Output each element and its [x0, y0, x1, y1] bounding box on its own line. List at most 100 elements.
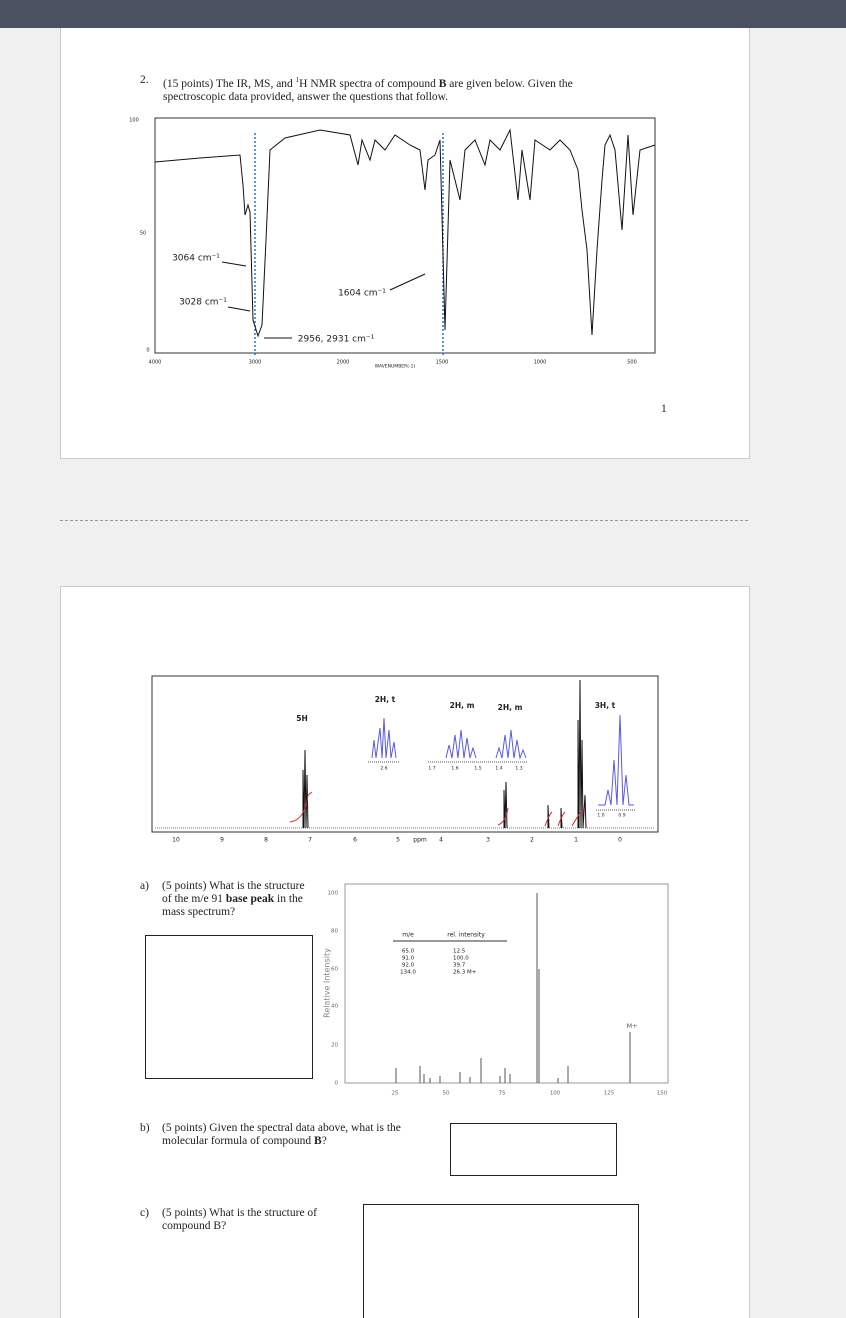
x-tick-label: 2 [530, 837, 534, 844]
text: in the mass spectrum? [162, 893, 303, 918]
table-cell: 134.0 [400, 970, 416, 976]
text: (5 points) What is the structure of the … [162, 880, 305, 905]
x-tick-label: 150 [657, 1091, 668, 1097]
inset-tick-label: 1.5 [474, 766, 481, 772]
nmr-frame [151, 675, 659, 833]
question-text: (5 points) What is the structure of the … [162, 880, 312, 919]
x-tick-label: 100 [550, 1091, 561, 1097]
x-tick-label: 6 [353, 837, 357, 844]
x-tick-label: 8 [264, 837, 268, 844]
x-tick-label: 4 [439, 837, 443, 844]
x-tick-label: 3 [486, 837, 490, 844]
question-label: c) [140, 1207, 149, 1219]
x-tick-label: 7 [308, 837, 312, 844]
peak-label: 5H [296, 714, 308, 723]
x-tick-label: 1 [574, 837, 578, 844]
inset-tick-label: 0.9 [618, 813, 625, 819]
ir-curve [154, 128, 656, 338]
y-tick-label: 60 [331, 967, 338, 973]
annotation: 3028 cm⁻¹ [179, 298, 227, 308]
question-number: 2. [140, 74, 149, 86]
nmr-inset [445, 729, 527, 760]
ms-peaks [395, 893, 631, 1083]
question-text: (5 points) Given the spectral data above… [162, 1122, 437, 1148]
x-tick-label: 4000 [149, 360, 162, 366]
question-label: b) [140, 1122, 150, 1134]
x-tick-label: 9 [220, 837, 224, 844]
x-tick-label: 2000 [337, 360, 350, 366]
inset-tick-label: 1.0 [597, 813, 604, 819]
x-tick-label: 5 [396, 837, 400, 844]
nmr-inset [598, 714, 634, 806]
peak-label: M+ [626, 1022, 637, 1030]
annotation: 2956, 2931 cm⁻¹ [298, 335, 375, 345]
bold-text: B [438, 77, 447, 90]
annotation: 1604 cm⁻¹ [338, 289, 386, 299]
x-tick-label: 0 [618, 837, 622, 844]
x-tick-label: 50 [443, 1091, 450, 1097]
peak-label: 3H, t [595, 701, 616, 710]
inset-tick-label: 1.3 [515, 766, 522, 772]
leader-line [227, 306, 251, 312]
question-label: a) [140, 880, 149, 892]
nmr-peaks [302, 679, 587, 829]
text: H NMR spectra of compound [299, 77, 439, 90]
y-tick-label: 20 [331, 1043, 338, 1049]
answer-box[interactable] [145, 935, 313, 1079]
table-cell: 100.0 [453, 956, 469, 962]
table-cell: 39.7 [453, 963, 466, 969]
page-number: 1 [661, 403, 667, 415]
superscript: 1 [295, 76, 300, 84]
text: ? [321, 1135, 327, 1147]
integration [289, 791, 585, 827]
table-cell: 92.0 [402, 963, 415, 969]
inset-tick-label: 2.6 [380, 766, 387, 772]
table-cell: 12.5 [453, 949, 466, 955]
text: (5 points) Given the spectral data above… [162, 1122, 401, 1147]
page-break [60, 520, 748, 521]
y-tick-label: 100 [129, 118, 139, 124]
ms-frame [344, 883, 669, 1084]
top-bar [0, 0, 846, 28]
y-tick-label: 100 [328, 891, 339, 897]
inset-tick-label: 1.4 [495, 766, 502, 772]
annotation: 3064 cm⁻¹ [172, 254, 220, 264]
peak-label: 2H, m [498, 703, 523, 712]
x-tick-label: ppm [413, 837, 427, 844]
y-tick-label: 40 [331, 1004, 338, 1010]
peak-label: 2H, m [450, 701, 475, 710]
y-tick-label: 50 [140, 231, 146, 237]
text: are given below. Given the spectroscopic… [163, 77, 573, 103]
inset-tick-label: 1.6 [451, 766, 458, 772]
table-cell: 26.3 M+ [453, 970, 477, 976]
x-tick-label: 125 [604, 1091, 615, 1097]
table-header: rel. intensity [447, 932, 485, 939]
leader-line [221, 261, 247, 267]
y-tick-label: 80 [331, 929, 338, 935]
y-tick-label: 0 [335, 1081, 339, 1087]
leader-line [389, 273, 426, 291]
table-cell: 91.0 [402, 956, 415, 962]
text: (15 points) The IR, MS, and [163, 77, 296, 90]
answer-box[interactable] [363, 1204, 639, 1318]
bold-text: base peak [225, 893, 275, 905]
x-tick-label: 1500 [436, 360, 449, 366]
x-tick-label: 25 [392, 1091, 399, 1097]
y-axis-label: Relative Intensity [323, 948, 332, 1018]
x-tick-label: 1000 [534, 360, 547, 366]
x-tick-label: 3000 [249, 360, 262, 366]
table-header: m/e [402, 932, 414, 939]
question-text: (15 points) The IR, MS, and 1H NMR spect… [163, 74, 618, 104]
peak-label: 2H, t [375, 695, 396, 704]
y-tick-label: 0 [146, 348, 149, 354]
x-tick-label: 500 [627, 360, 637, 366]
bold-text: B [314, 1135, 322, 1147]
x-axis-label: WAVENUMBER(-1) [375, 364, 416, 370]
answer-box[interactable] [450, 1123, 617, 1176]
ir-frame [154, 117, 656, 354]
nmr-inset [371, 717, 397, 759]
x-tick-label: 75 [499, 1091, 506, 1097]
x-tick-label: 10 [172, 837, 180, 844]
